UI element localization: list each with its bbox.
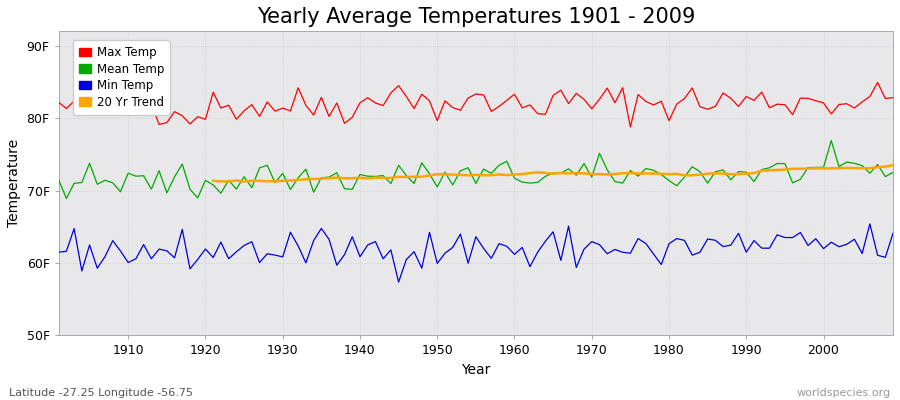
X-axis label: Year: Year bbox=[461, 363, 491, 377]
Text: worldspecies.org: worldspecies.org bbox=[796, 388, 891, 398]
Legend: Max Temp, Mean Temp, Min Temp, 20 Yr Trend: Max Temp, Mean Temp, Min Temp, 20 Yr Tre… bbox=[73, 40, 170, 115]
Text: Latitude -27.25 Longitude -56.75: Latitude -27.25 Longitude -56.75 bbox=[9, 388, 193, 398]
Title: Yearly Average Temperatures 1901 - 2009: Yearly Average Temperatures 1901 - 2009 bbox=[256, 7, 695, 27]
Y-axis label: Temperature: Temperature bbox=[7, 139, 21, 228]
